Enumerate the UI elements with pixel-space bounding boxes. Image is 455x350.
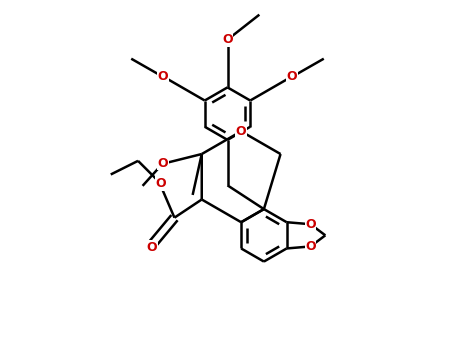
- Text: O: O: [158, 70, 168, 83]
- Text: O: O: [158, 156, 168, 170]
- Text: O: O: [305, 240, 316, 253]
- Text: O: O: [287, 70, 297, 83]
- Text: O: O: [236, 125, 247, 138]
- Text: O: O: [222, 33, 233, 46]
- Text: O: O: [305, 218, 316, 231]
- Text: O: O: [156, 177, 166, 190]
- Text: O: O: [147, 241, 157, 254]
